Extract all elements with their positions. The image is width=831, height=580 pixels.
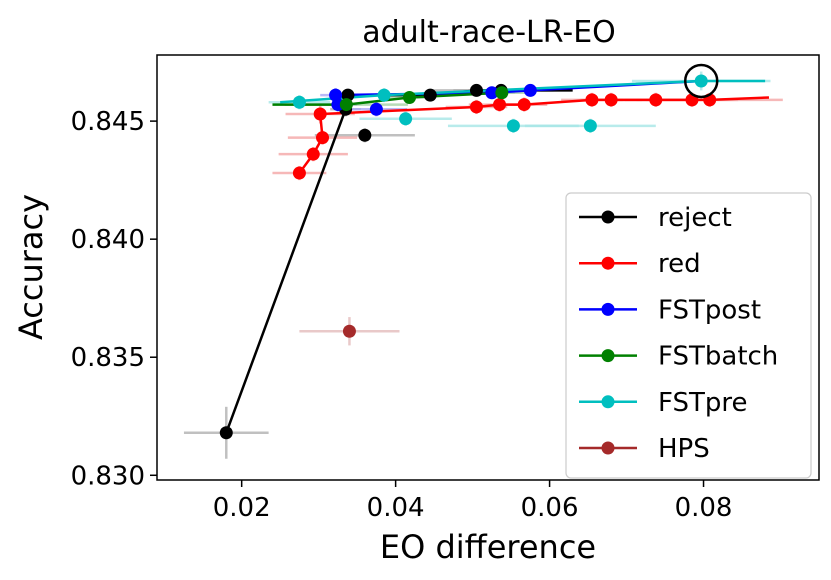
x-tick-label-1: 0.04 xyxy=(367,493,425,523)
x-axis-ticks: 0.02 0.04 0.06 0.08 xyxy=(213,480,733,523)
x-tick-label-3: 0.08 xyxy=(675,493,733,523)
legend-label-fstbatch: FSTbatch xyxy=(658,342,778,372)
fstpre-point-3 xyxy=(506,119,520,133)
fstpre-point-1 xyxy=(377,88,391,102)
red-point-4 xyxy=(469,100,483,114)
highlight-ring xyxy=(683,63,719,99)
reject-point-5 xyxy=(469,83,483,97)
legend-label-red: red xyxy=(658,249,701,279)
red-point-0 xyxy=(292,166,306,180)
legend-marker-fstpost xyxy=(601,302,615,316)
legend-label-fstpost: FSTpost xyxy=(658,295,761,325)
red-point-6 xyxy=(517,98,531,112)
y-tick-label-0: 0.830 xyxy=(71,461,145,491)
fstpost-point-4 xyxy=(523,83,537,97)
legend-marker-fstpre xyxy=(601,395,615,409)
fstpost-point-3 xyxy=(485,86,499,100)
highlight-circle xyxy=(683,63,719,99)
y-tick-label-2: 0.840 xyxy=(71,225,145,255)
fstpre-point-4 xyxy=(583,119,597,133)
plot-frame xyxy=(156,54,820,481)
red-point-7 xyxy=(585,93,599,107)
fstbatch-point-2 xyxy=(495,86,509,100)
reject-line xyxy=(225,89,573,434)
legend: reject red FSTpost FSTbatch FSTpre HPS xyxy=(565,192,812,479)
red-point-1 xyxy=(306,147,320,161)
x-axis-label: EO difference xyxy=(380,528,596,566)
fstbatch-point-1 xyxy=(402,91,416,104)
fstbatch-point-0 xyxy=(339,98,353,112)
y-axis-ticks: 0.830 0.835 0.840 0.845 xyxy=(71,107,157,491)
fstpre-point-0 xyxy=(292,95,306,109)
red-point-3 xyxy=(313,107,327,121)
y-tick-label-1: 0.835 xyxy=(71,343,145,373)
y-axis-label: Accuracy xyxy=(12,194,50,340)
fstpre-point-2 xyxy=(399,112,413,126)
y-tick-label-3: 0.845 xyxy=(71,107,145,137)
legend-label-fstpre: FSTpre xyxy=(658,388,748,418)
chart-title: adult-race-LR-EO xyxy=(362,15,616,50)
data-points xyxy=(219,74,717,440)
red-point-2 xyxy=(316,131,329,145)
legend-marker-reject xyxy=(601,210,615,224)
legend-marker-fstbatch xyxy=(601,349,615,363)
reject-point-2 xyxy=(358,128,372,142)
legend-label-reject: reject xyxy=(658,203,732,233)
reject-point-4 xyxy=(423,88,437,102)
x-tick-label-2: 0.06 xyxy=(521,493,579,523)
fstpre-point-5 xyxy=(694,74,708,88)
legend-marker-hps xyxy=(601,441,615,455)
hps-point-0 xyxy=(342,324,356,338)
red-point-9 xyxy=(649,93,663,107)
legend-marker-red xyxy=(601,256,615,270)
x-tick-label-0: 0.02 xyxy=(213,493,271,523)
legend-label-hps: HPS xyxy=(658,434,710,464)
fstpost-point-2 xyxy=(369,102,383,116)
red-point-8 xyxy=(604,93,618,107)
red-point-5 xyxy=(493,98,507,112)
reject-point-0 xyxy=(219,426,233,440)
fstbatch-line xyxy=(272,91,502,106)
